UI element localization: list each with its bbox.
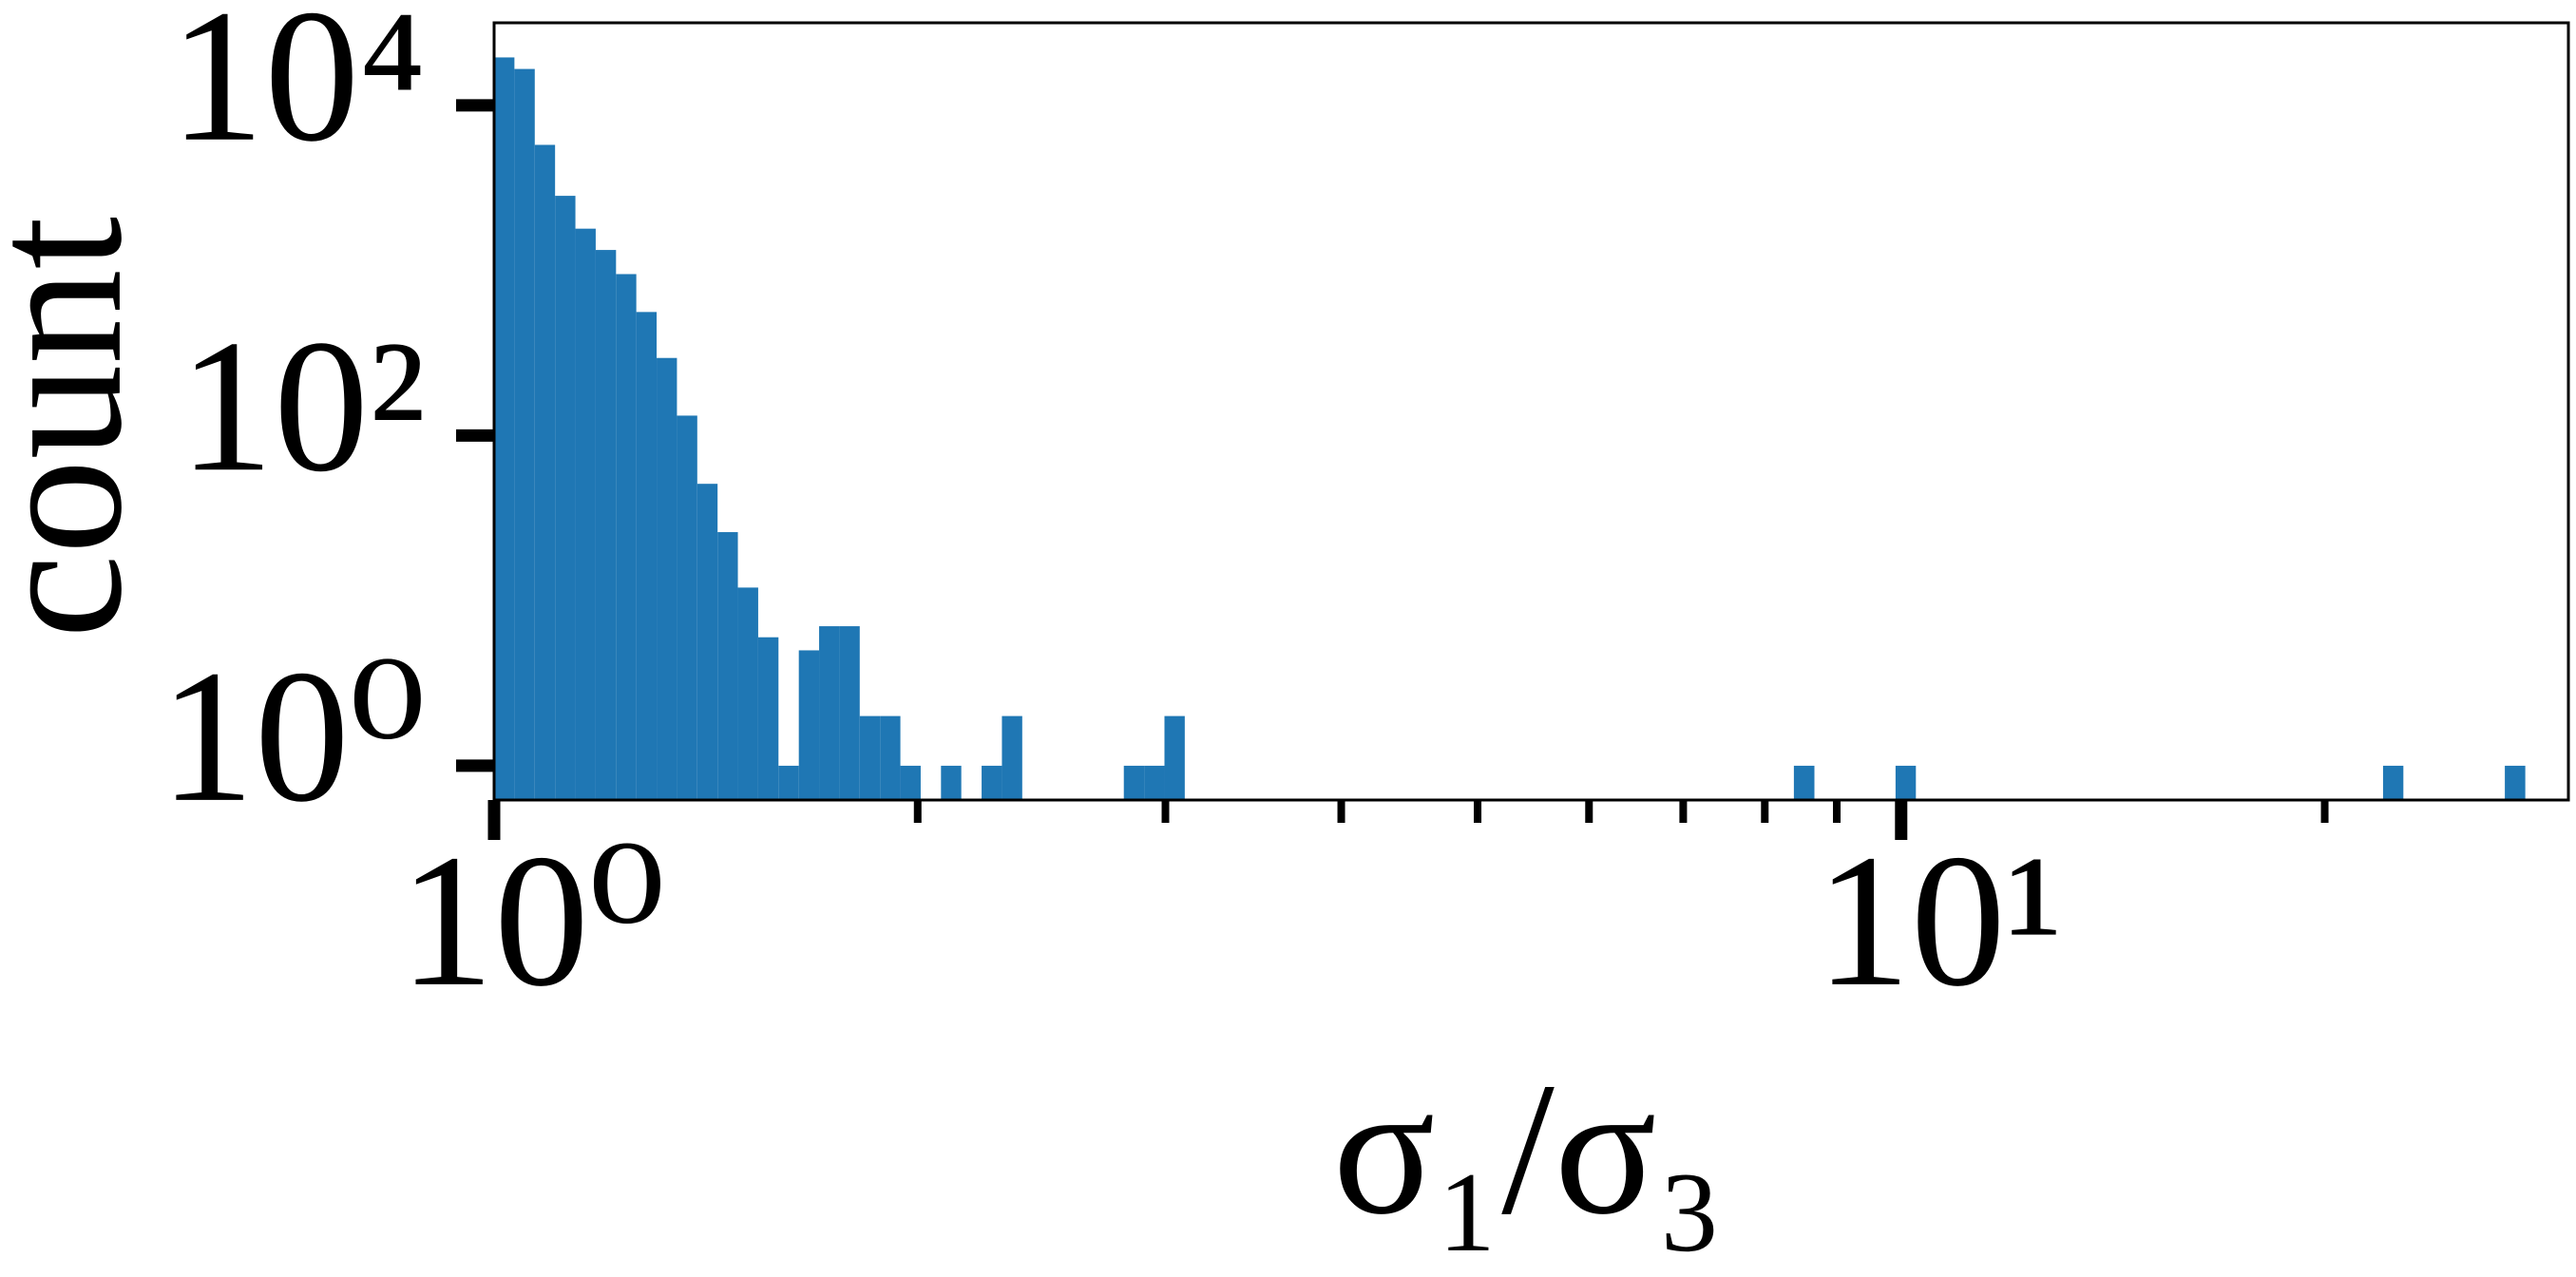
bar	[1895, 765, 1917, 800]
bar	[696, 484, 718, 800]
bar	[677, 415, 697, 800]
y-tick-label: 10²	[179, 301, 426, 511]
x-tick-label: 10⁰	[399, 816, 665, 1026]
bar	[941, 765, 962, 800]
bar	[859, 715, 881, 800]
bar	[514, 68, 535, 800]
bar	[534, 144, 556, 800]
x-axis-label: σ₁/σ₃	[1333, 1044, 1724, 1254]
bar	[880, 715, 901, 800]
bar	[2505, 765, 2526, 800]
bar	[636, 312, 658, 801]
y-tick-label: 10⁴	[169, 0, 426, 181]
bar	[1164, 715, 1185, 800]
bar	[1144, 765, 1165, 800]
bar	[595, 250, 617, 801]
bar	[657, 357, 677, 800]
bar	[819, 626, 840, 800]
bar	[2382, 765, 2404, 800]
x-tick-label: 10¹	[1816, 816, 2063, 1026]
y-axis-label: count	[0, 217, 162, 638]
bar	[839, 626, 860, 800]
bar	[555, 196, 576, 800]
plot-frame	[492, 21, 2570, 802]
bar	[575, 228, 596, 800]
bar	[494, 57, 515, 801]
bar	[737, 587, 758, 800]
bar	[717, 532, 738, 800]
y-tick-label: 10⁰	[160, 632, 426, 842]
bar	[1002, 715, 1022, 800]
bar	[1123, 765, 1145, 800]
bar	[798, 650, 820, 800]
bar	[757, 637, 779, 800]
bar	[1793, 765, 1815, 800]
bar	[982, 765, 1002, 800]
bar	[900, 765, 921, 800]
bar	[616, 274, 637, 800]
bar	[778, 765, 799, 800]
